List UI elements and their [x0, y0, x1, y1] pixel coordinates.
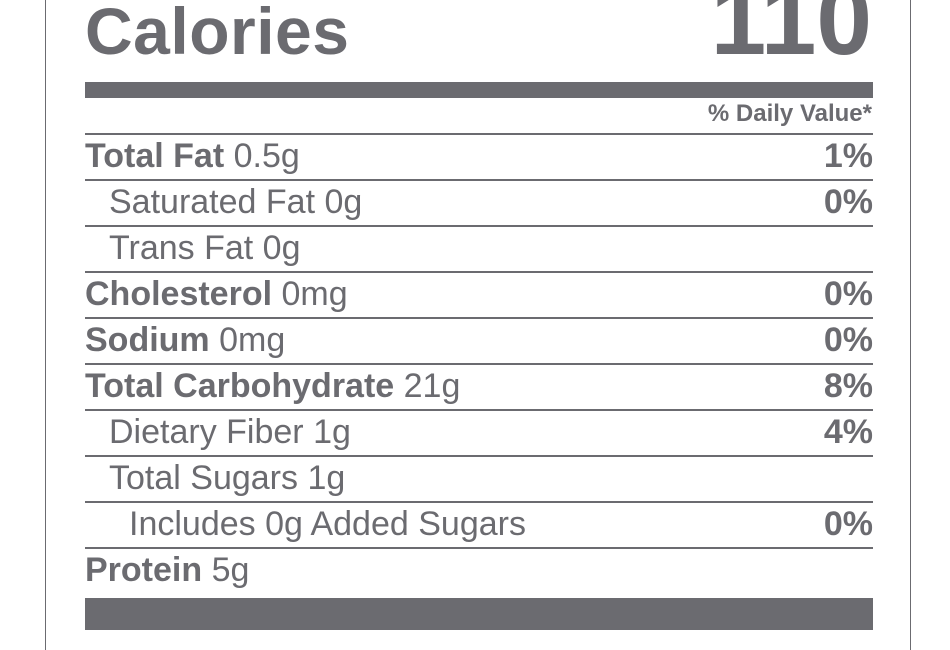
nutrient-daily-value: 0%: [823, 275, 873, 313]
nutrient-name: Includes 0g Added Sugars: [129, 505, 526, 543]
nutrient-amount: 1g: [313, 413, 351, 451]
nutrient-row: Sodium 0mg 0%: [85, 317, 873, 363]
nutrient-daily-value: 4%: [823, 413, 873, 451]
nutrient-name: Saturated Fat: [109, 183, 316, 221]
nutrient-label: Protein 5g: [85, 551, 250, 589]
nutrient-name: Total Sugars: [109, 459, 298, 497]
nutrient-row: Saturated Fat 0g 0%: [85, 179, 873, 225]
nutrient-daily-value: 8%: [823, 367, 873, 405]
nutrient-label: Sodium 0mg: [85, 321, 286, 359]
nutrient-row: Total Fat 0.5g 1%: [85, 133, 873, 179]
nutrient-label: Dietary Fiber 1g: [109, 413, 351, 451]
nutrient-amount: 21g: [403, 367, 461, 405]
nutrient-label: Total Carbohydrate 21g: [85, 367, 461, 405]
nutrient-name: Cholesterol: [85, 275, 273, 313]
nutrient-label: Saturated Fat 0g: [109, 183, 363, 221]
thick-divider: [85, 82, 873, 98]
calories-value: 110: [710, 0, 872, 76]
bottom-thick-divider: [85, 598, 873, 630]
nutrient-name: Trans Fat: [109, 229, 254, 267]
nutrient-row: Cholesterol 0mg 0%: [85, 271, 873, 317]
nutrient-label: Cholesterol 0mg: [85, 275, 348, 313]
calories-label: Calories: [85, 0, 350, 68]
nutrient-label: Trans Fat 0g: [109, 229, 301, 267]
nutrient-amount: 0.5g: [233, 137, 300, 175]
nutrient-row: Trans Fat 0g: [85, 225, 873, 271]
nutrient-daily-value: 1%: [823, 137, 873, 175]
nutrient-amount: 5g: [211, 551, 250, 589]
nutrient-daily-value: 0%: [823, 183, 873, 221]
nutrient-daily-value: 0%: [823, 505, 873, 543]
nutrient-label: Includes 0g Added Sugars: [129, 505, 526, 543]
nutrient-name: Total Fat: [85, 137, 225, 175]
nutrient-daily-value: 0%: [823, 321, 873, 359]
nutrient-row: Dietary Fiber 1g 4%: [85, 409, 873, 455]
nutrient-row: Includes 0g Added Sugars 0%: [85, 501, 873, 547]
nutrient-row: Total Carbohydrate 21g 8%: [85, 363, 873, 409]
nutrient-label: Total Sugars 1g: [109, 459, 346, 497]
nutrient-amount: 1g: [307, 459, 346, 497]
nutrient-name: Sodium: [85, 321, 210, 359]
nutrient-row: Total Sugars 1g: [85, 455, 873, 501]
nutrient-amount: 0mg: [281, 275, 348, 313]
daily-value-header: % Daily Value*: [707, 100, 872, 127]
nutrient-amount: 0mg: [219, 321, 286, 359]
nutrient-row: Protein 5g: [85, 547, 873, 593]
nutrient-label: Total Fat 0.5g: [85, 137, 300, 175]
nutrient-amount: 0g: [324, 183, 363, 221]
label-border: [45, 0, 911, 650]
nutrient-name: Protein: [85, 551, 203, 589]
nutrient-amount: 0g: [262, 229, 301, 267]
nutrient-name: Total Carbohydrate: [85, 367, 395, 405]
nutrient-name: Dietary Fiber: [109, 413, 304, 451]
